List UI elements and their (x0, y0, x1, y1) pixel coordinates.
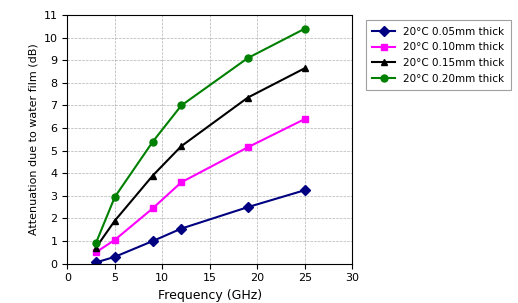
Line: 20°C 0.20mm thick: 20°C 0.20mm thick (92, 25, 308, 247)
Y-axis label: Attenuation due to water film (dB): Attenuation due to water film (dB) (28, 44, 38, 235)
Line: 20°C 0.15mm thick: 20°C 0.15mm thick (92, 65, 308, 251)
20°C 0.15mm thick (150, 174, 156, 177)
20°C 0.15mm thick (244, 96, 251, 99)
20°C 0.15mm thick (178, 144, 184, 148)
X-axis label: Frequency (GHz): Frequency (GHz) (157, 289, 262, 302)
20°C 0.05mm thick (178, 227, 184, 230)
20°C 0.10mm thick (112, 238, 118, 242)
20°C 0.15mm thick (112, 219, 118, 222)
20°C 0.20mm thick (112, 195, 118, 199)
20°C 0.20mm thick (301, 27, 308, 31)
20°C 0.20mm thick (178, 104, 184, 107)
20°C 0.20mm thick (244, 56, 251, 60)
20°C 0.05mm thick (150, 239, 156, 243)
Line: 20°C 0.10mm thick: 20°C 0.10mm thick (92, 115, 308, 256)
20°C 0.10mm thick (244, 145, 251, 149)
20°C 0.05mm thick (301, 188, 308, 192)
20°C 0.05mm thick (112, 255, 118, 259)
20°C 0.15mm thick (301, 66, 308, 70)
20°C 0.05mm thick (244, 205, 251, 209)
20°C 0.20mm thick (150, 140, 156, 143)
20°C 0.10mm thick (301, 117, 308, 121)
Line: 20°C 0.05mm thick: 20°C 0.05mm thick (92, 187, 308, 266)
20°C 0.10mm thick (93, 251, 99, 254)
Legend: 20°C 0.05mm thick, 20°C 0.10mm thick, 20°C 0.15mm thick, 20°C 0.20mm thick: 20°C 0.05mm thick, 20°C 0.10mm thick, 20… (366, 20, 511, 90)
20°C 0.15mm thick (93, 246, 99, 250)
20°C 0.20mm thick (93, 241, 99, 245)
20°C 0.05mm thick (93, 261, 99, 264)
20°C 0.10mm thick (178, 181, 184, 184)
20°C 0.10mm thick (150, 206, 156, 210)
